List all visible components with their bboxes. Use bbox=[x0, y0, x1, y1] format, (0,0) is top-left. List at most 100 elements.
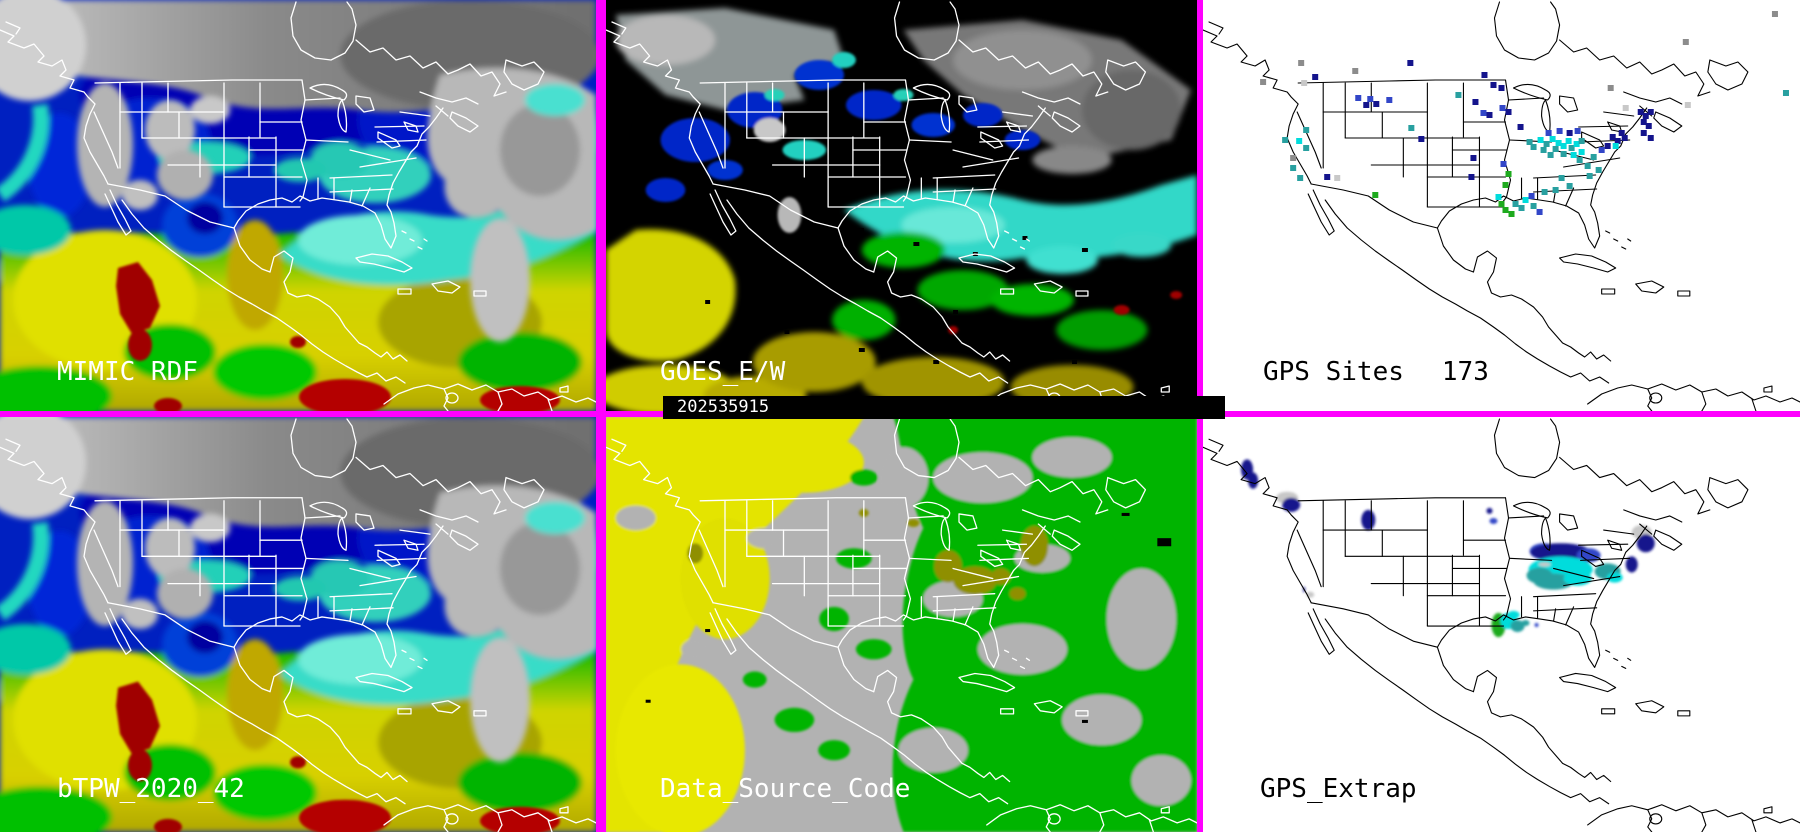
gps-site-dot bbox=[1578, 138, 1585, 144]
mimic-rdf-map-image bbox=[0, 0, 596, 411]
gps-site-dot bbox=[1530, 203, 1537, 209]
gps-site-dot bbox=[1684, 102, 1691, 108]
gps-site-dot bbox=[1260, 79, 1267, 85]
gps-extrap-patch bbox=[1521, 619, 1530, 627]
gps-site-dot bbox=[1498, 85, 1505, 91]
gps-extrap-patch bbox=[1576, 548, 1601, 563]
gps-extrap-patch bbox=[1534, 622, 1539, 628]
panel-label-gps-extrap: GPS_Extrap bbox=[1260, 774, 1417, 804]
gps-site-dot bbox=[1517, 124, 1524, 130]
panel-goes-ew[interactable]: GOES_E/W bbox=[606, 0, 1197, 411]
gps-sites-count: 173 bbox=[1441, 357, 1489, 387]
gps-site-dot bbox=[1480, 110, 1487, 116]
panel-label-gps-sites: GPS Sites 173 bbox=[1263, 358, 1489, 386]
panel-data-source-code[interactable]: Data_Source_Code bbox=[606, 417, 1197, 832]
gps-site-dot bbox=[1566, 130, 1573, 136]
gps-site-dot bbox=[1502, 182, 1509, 188]
gps-site-dot bbox=[1495, 194, 1502, 200]
gps-site-dot bbox=[1574, 128, 1581, 134]
panel-mimic-rdf[interactable]: MIMIC RDF bbox=[0, 0, 596, 411]
panel-label-mimic-rdf: MIMIC RDF bbox=[57, 357, 198, 387]
gps-site-dot bbox=[1570, 152, 1577, 158]
gps-site-dot bbox=[1573, 141, 1580, 147]
gps-site-dot bbox=[1604, 143, 1611, 149]
gps-site-dot bbox=[1640, 119, 1647, 125]
gps-site-dot bbox=[1408, 125, 1415, 131]
gps-sites-map-image bbox=[1203, 0, 1800, 411]
gps-site-dot bbox=[1455, 92, 1462, 98]
gps-extrap-patch bbox=[1538, 562, 1551, 567]
gps-site-dot bbox=[1549, 136, 1556, 142]
gps-site-dot bbox=[1771, 11, 1778, 17]
gps-site-dot bbox=[1622, 105, 1629, 111]
panel-gps-extrap[interactable]: GPS_Extrap bbox=[1203, 417, 1800, 832]
gps-site-dot bbox=[1367, 96, 1374, 102]
gps-site-dot bbox=[1536, 209, 1543, 215]
gps-site-dot bbox=[1505, 109, 1512, 115]
gps-site-dot bbox=[1355, 95, 1362, 101]
panel-gps-sites[interactable]: GPS Sites 173 bbox=[1203, 0, 1800, 411]
gps-site-dot bbox=[1566, 183, 1573, 189]
gps-extrap-patch bbox=[1361, 509, 1376, 531]
gps-site-dot bbox=[1555, 140, 1562, 146]
gps-extrap-patch bbox=[1507, 610, 1520, 619]
gps-site-dot bbox=[1386, 97, 1393, 103]
gps-site-dot bbox=[1290, 155, 1297, 161]
gps-site-dot bbox=[1598, 147, 1605, 153]
gps-site-dot bbox=[1547, 152, 1554, 158]
gps-site-dot bbox=[1418, 136, 1425, 142]
gps-extrap-patch bbox=[1526, 567, 1553, 584]
gps-site-dot bbox=[1568, 145, 1575, 151]
gps-site-dot bbox=[1297, 175, 1304, 181]
gps-site-dot bbox=[1298, 60, 1305, 66]
gps-site-dot bbox=[1363, 102, 1370, 108]
panel-btpw[interactable]: bTPW_2020_42 bbox=[0, 417, 596, 832]
gps-site-dot bbox=[1647, 109, 1654, 115]
gps-site-markers bbox=[1260, 11, 1789, 217]
gps-site-dot bbox=[1486, 112, 1493, 118]
gps-site-dot bbox=[1530, 144, 1537, 150]
gps-site-dot bbox=[1472, 99, 1479, 105]
gps-site-dot bbox=[1481, 72, 1488, 78]
gps-site-dot bbox=[1637, 109, 1644, 115]
gps-site-dot bbox=[1296, 138, 1303, 144]
gps-site-dot bbox=[1586, 173, 1593, 179]
gps-site-dot bbox=[1372, 192, 1379, 198]
gps-site-dot bbox=[1352, 68, 1359, 74]
gps-site-dot bbox=[1282, 137, 1289, 143]
gps-site-dot bbox=[1540, 147, 1547, 153]
timestamp-bar: 202535915 bbox=[663, 396, 1225, 419]
gps-site-dot bbox=[1526, 139, 1533, 145]
data-source-code-map-image bbox=[606, 417, 1197, 832]
gps-site-dot bbox=[1290, 165, 1297, 171]
gps-site-dot bbox=[1552, 146, 1559, 152]
gps-site-dot bbox=[1782, 90, 1789, 96]
gps-site-dot bbox=[1537, 137, 1544, 143]
gps-site-dot bbox=[1334, 175, 1341, 181]
gps-extrap-patch bbox=[1282, 497, 1301, 512]
gps-site-dot bbox=[1607, 85, 1614, 91]
gps-site-dot bbox=[1543, 141, 1550, 147]
gps-site-dot bbox=[1407, 60, 1414, 66]
gps-site-dot bbox=[1324, 174, 1331, 180]
gps-site-dot bbox=[1578, 149, 1585, 155]
gps-site-dot bbox=[1541, 189, 1548, 195]
gps-extrap-patches bbox=[1241, 459, 1655, 638]
gps-site-dot bbox=[1522, 197, 1529, 203]
gps-site-dot bbox=[1576, 157, 1583, 163]
panel-label-goes-ew: GOES_E/W bbox=[660, 357, 786, 387]
gps-extrap-patch bbox=[1636, 534, 1655, 553]
btpw-map-image bbox=[0, 417, 596, 832]
gps-site-dot bbox=[1505, 171, 1512, 177]
gps-site-dot bbox=[1560, 143, 1567, 149]
gps-site-dot bbox=[1647, 135, 1654, 141]
gps-site-dot bbox=[1470, 155, 1477, 161]
gps-site-dot bbox=[1565, 138, 1572, 144]
gps-site-dot bbox=[1645, 123, 1652, 129]
gps-site-dot bbox=[1621, 135, 1628, 141]
gps-site-dot bbox=[1468, 174, 1475, 180]
gps-site-dot bbox=[1618, 130, 1625, 136]
gps-site-dot bbox=[1303, 145, 1310, 151]
gps-site-dot bbox=[1614, 138, 1621, 144]
